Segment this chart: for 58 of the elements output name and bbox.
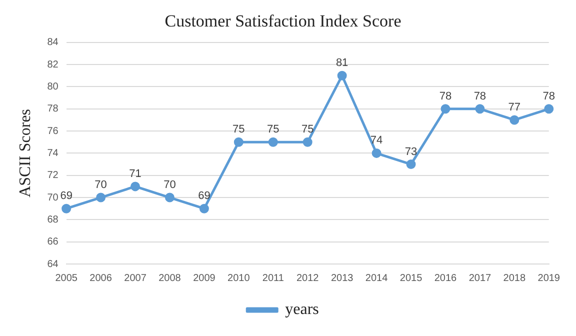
x-tick-label: 2014 — [365, 272, 388, 284]
y-tick-label: 64 — [47, 258, 59, 270]
y-tick-label: 78 — [47, 104, 59, 115]
data-label: 73 — [404, 146, 418, 158]
y-tick-label: 80 — [47, 81, 59, 92]
point — [544, 104, 554, 114]
x-tick-label: 2006 — [90, 272, 112, 284]
point — [337, 70, 347, 80]
x-tick-label: 2015 — [400, 272, 423, 284]
y-tick-label: 66 — [47, 236, 59, 248]
point — [96, 192, 106, 202]
y-axis-title: ASCII Scores — [16, 108, 34, 198]
x-tick-label: 2016 — [434, 272, 458, 284]
data-label: 78 — [542, 90, 555, 102]
x-tick-label: 2010 — [228, 272, 250, 284]
data-label: 77 — [508, 101, 521, 114]
y-tick-label: 82 — [47, 59, 59, 70]
data-label: 70 — [164, 179, 176, 192]
y-tick-label: 70 — [47, 192, 59, 204]
point — [268, 137, 278, 147]
data-label: 81 — [336, 57, 348, 70]
point — [62, 204, 72, 214]
x-tick-label: 2018 — [503, 272, 526, 284]
y-tick-label: 74 — [47, 148, 59, 159]
y-tick-label: 72 — [47, 170, 59, 182]
data-label: 78 — [474, 90, 486, 102]
y-tick-label: 76 — [47, 126, 59, 137]
x-tick-label: 2019 — [538, 272, 560, 284]
point — [164, 192, 174, 202]
point — [406, 160, 416, 170]
data-label: 78 — [439, 90, 452, 102]
x-tick-label: 2012 — [296, 272, 320, 284]
point — [372, 148, 382, 158]
chart-title: Customer Satisfaction Index Score — [164, 12, 402, 31]
point — [234, 137, 244, 147]
y-tick-label: 68 — [47, 214, 59, 226]
x-tick-label: 2005 — [55, 272, 78, 284]
x-tick-label: 2008 — [158, 272, 182, 284]
legend-label: years — [285, 301, 319, 318]
point — [475, 104, 485, 114]
point — [440, 104, 450, 114]
point — [130, 182, 140, 192]
point — [302, 137, 312, 147]
point — [510, 115, 520, 125]
data-label: 70 — [94, 179, 107, 192]
x-tick-label: 2013 — [330, 272, 354, 284]
x-tick-label: 2017 — [468, 272, 492, 284]
data-label: 75 — [301, 124, 314, 136]
x-tick-label: 2009 — [193, 272, 216, 284]
data-label: 69 — [198, 190, 210, 202]
data-label: 71 — [129, 168, 142, 180]
y-tick-label: 84 — [47, 37, 59, 48]
x-tick-label: 2007 — [124, 272, 147, 284]
data-label: 75 — [232, 124, 245, 136]
data-label: 75 — [267, 124, 280, 136]
data-label: 69 — [60, 190, 72, 202]
x-tick-label: 2011 — [262, 272, 284, 284]
point — [199, 204, 209, 214]
